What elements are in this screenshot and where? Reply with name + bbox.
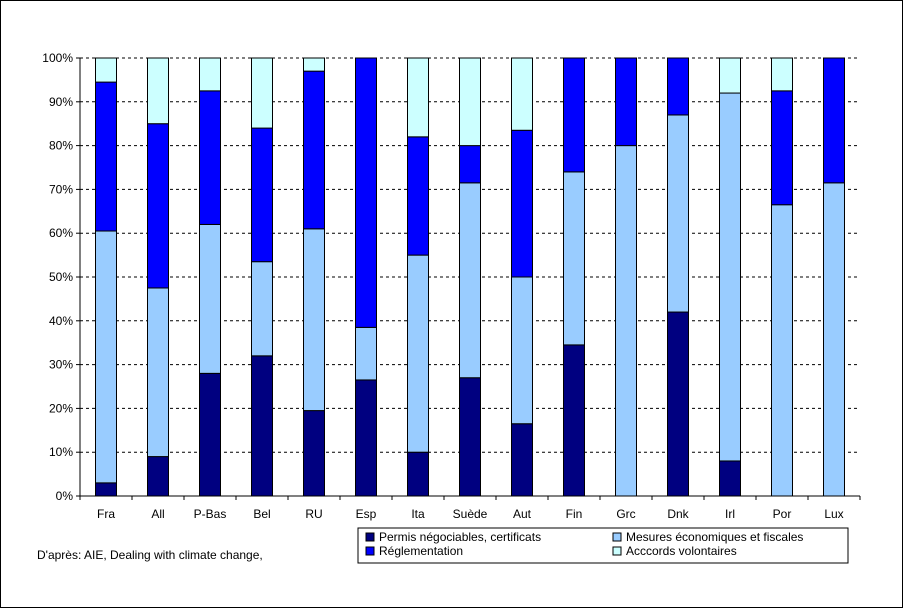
bars: [95, 57, 845, 497]
bar-segment-series-1-Dnk: [667, 114, 689, 313]
y-tick-labels: 0% 10% 20% 30% 40% 50% 60% 70% 80% 90% 100%: [42, 51, 73, 503]
y-tick-label: 30%: [49, 358, 73, 372]
bar-segment-series-0-P-Bas: [199, 372, 221, 497]
x-tick-label: Irl: [725, 507, 735, 521]
y-tick-label: 60%: [49, 226, 73, 240]
y-tick-label: 70%: [49, 182, 73, 196]
legend-label: Acccords volontaires: [626, 544, 737, 558]
legend: Permis négociables, certificats Mesures é…: [357, 527, 849, 564]
bar-segment-series-0-Ita: [407, 451, 429, 497]
y-tick-label: 90%: [49, 95, 73, 109]
bar-segment-series-1-Por: [771, 204, 793, 497]
bar-segment-series-1-P-Bas: [199, 223, 221, 374]
bar-segment-series-3-Ita: [407, 57, 429, 138]
x-tick-label: Aut: [513, 507, 532, 521]
x-tick-labels: Fra All P-Bas Bel RU Esp Ita Suède Aut Fin Grc Dnk I…: [97, 507, 844, 521]
bar-segment-series-0-Irl: [719, 460, 741, 497]
x-tick-label: Por: [773, 507, 792, 521]
x-tick-label: Fra: [97, 507, 115, 521]
y-tick-label: 50%: [49, 270, 73, 284]
bar-segment-series-0-Bel: [251, 355, 273, 497]
bar-segment-series-3-RU: [303, 57, 325, 72]
source-note: D'après: AIE, Dealing with climate chang…: [37, 548, 263, 562]
bar-segment-series-2-RU: [303, 70, 325, 230]
bar-segment-series-3-P-Bas: [199, 57, 221, 92]
bar-segment-series-2-Fin: [563, 57, 585, 173]
bar-segment-series-1-Esp: [355, 326, 377, 381]
y-tick-label: 40%: [49, 314, 73, 328]
bar-segment-series-3-Fra: [95, 57, 117, 83]
bar-segment-series-1-All: [147, 287, 169, 458]
legend-box: [357, 527, 849, 564]
bar-segment-series-3-Bel: [251, 57, 273, 129]
legend-label: Mesures économiques et fiscales: [626, 530, 803, 544]
bar-segment-series-1-Lux: [823, 182, 845, 497]
x-tick-label: Suède: [453, 507, 488, 521]
bar-segment-series-3-Suède: [459, 57, 481, 147]
bar-segment-series-0-Fin: [563, 344, 585, 497]
legend-swatch: [612, 546, 622, 556]
bar-segment-series-1-Aut: [511, 276, 533, 425]
bar-segment-series-0-Aut: [511, 423, 533, 497]
bar-segment-series-0-Fra: [95, 482, 117, 497]
bar-segment-series-1-RU: [303, 228, 325, 412]
x-tick-label: Esp: [356, 507, 377, 521]
legend-label: Réglementation: [379, 544, 463, 558]
legend-label: Permis négociables, certificats: [379, 530, 541, 544]
bar-segment-series-0-Esp: [355, 379, 377, 497]
bar-segment-series-1-Grc: [615, 145, 637, 497]
x-tick-label: Bel: [253, 507, 270, 521]
bar-segment-series-2-Lux: [823, 57, 845, 184]
bar-segment-series-2-All: [147, 123, 169, 289]
x-tick-label: Fin: [566, 507, 583, 521]
x-tick-label: Dnk: [667, 507, 689, 521]
y-tick-label: 0%: [56, 489, 74, 503]
bar-segment-series-1-Suède: [459, 182, 481, 379]
bar-segment-series-1-Fra: [95, 230, 117, 484]
bar-segment-series-0-RU: [303, 410, 325, 497]
x-tick-label: All: [151, 507, 164, 521]
bar-segment-series-1-Bel: [251, 261, 273, 357]
legend-swatch: [612, 532, 622, 542]
bar-segment-series-2-Suède: [459, 145, 481, 184]
x-tick-label: P-Bas: [194, 507, 227, 521]
bar-segment-series-1-Irl: [719, 92, 741, 462]
bar-segment-series-3-Por: [771, 57, 793, 92]
bar-segment-series-2-Fra: [95, 81, 117, 232]
bar-segment-series-3-Irl: [719, 57, 741, 94]
bar-segment-series-1-Ita: [407, 254, 429, 453]
bar-segment-series-2-Grc: [615, 57, 637, 147]
x-tick-label: RU: [305, 507, 322, 521]
x-tick-label: Ita: [411, 507, 425, 521]
legend-swatch: [365, 532, 375, 542]
y-tick-label: 80%: [49, 139, 73, 153]
bar-segment-series-0-All: [147, 456, 169, 497]
x-tick-label: Lux: [824, 507, 843, 521]
bar-segment-series-2-P-Bas: [199, 90, 221, 225]
bar-segment-series-2-Bel: [251, 127, 273, 263]
bar-segment-series-3-Aut: [511, 57, 533, 131]
bar-segment-series-2-Por: [771, 90, 793, 206]
bar-segment-series-3-All: [147, 57, 169, 125]
y-tick-label: 20%: [49, 401, 73, 415]
bar-segment-series-1-Fin: [563, 171, 585, 346]
legend-swatch: [365, 546, 375, 556]
bar-segment-series-0-Suède: [459, 377, 481, 497]
y-tick-label: 10%: [49, 445, 73, 459]
y-tick-label: 100%: [42, 51, 73, 65]
bar-segment-series-2-Ita: [407, 136, 429, 256]
bar-segment-series-2-Esp: [355, 57, 377, 328]
x-tick-label: Grc: [616, 507, 635, 521]
bar-segment-series-0-Dnk: [667, 311, 689, 497]
bar-segment-series-2-Aut: [511, 129, 533, 278]
bar-segment-series-2-Dnk: [667, 57, 689, 116]
